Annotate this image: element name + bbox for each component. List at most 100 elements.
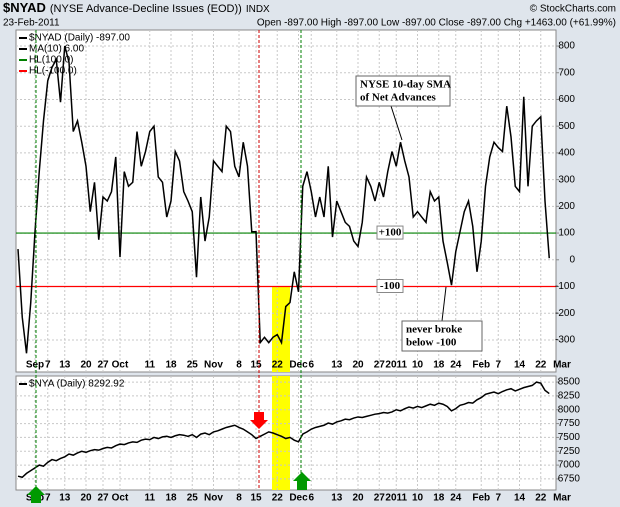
up-arrow bbox=[293, 472, 311, 490]
x-tick-label: 18 bbox=[165, 360, 177, 371]
x-tick-label: 2011 bbox=[385, 493, 407, 504]
x-tick-label: 22 bbox=[272, 360, 284, 371]
x-tick-label: 7 bbox=[45, 493, 51, 504]
y-tick-label: -200 bbox=[555, 308, 575, 319]
x-tick-label: 15 bbox=[250, 493, 262, 504]
annotation: NYSE 10-day SMA bbox=[360, 79, 451, 91]
annotation: below -100 bbox=[406, 337, 457, 349]
level-label: -100 bbox=[380, 280, 401, 292]
x-tick-label: 7 bbox=[495, 360, 501, 371]
exchange: INDX bbox=[246, 4, 270, 15]
x-tick-label: 18 bbox=[433, 360, 445, 371]
series-line bbox=[17, 45, 550, 354]
x-tick-label: 13 bbox=[59, 493, 71, 504]
y-tick-label: 7250 bbox=[558, 446, 581, 457]
up-arrow bbox=[27, 486, 45, 503]
x-tick-label: 10 bbox=[412, 360, 424, 371]
y-tick-label: 7000 bbox=[558, 460, 581, 471]
x-tick-label: Mar bbox=[553, 360, 571, 371]
legend-label: HL(100.0) bbox=[29, 55, 73, 66]
y-tick-label: 100 bbox=[558, 228, 575, 239]
x-tick-label: 14 bbox=[514, 493, 526, 504]
x-tick-label: 27 bbox=[97, 360, 109, 371]
y-tick-label: -300 bbox=[555, 335, 575, 346]
x-tick-label: 20 bbox=[80, 493, 92, 504]
x-tick-label: 22 bbox=[535, 360, 547, 371]
x-tick-label: 18 bbox=[433, 493, 445, 504]
x-tick-label: Feb bbox=[472, 493, 490, 504]
x-tick-label: Mar bbox=[553, 493, 571, 504]
annotation-pointer bbox=[441, 286, 447, 322]
x-tick-label: Nov bbox=[204, 360, 223, 371]
annotation: of Net Advances bbox=[360, 92, 436, 104]
level-label: +100 bbox=[379, 227, 402, 239]
level-label-box bbox=[376, 225, 404, 240]
x-tick-label: 11 bbox=[144, 360, 155, 371]
series-line bbox=[17, 381, 550, 479]
x-tick-label: 24 bbox=[450, 493, 462, 504]
x-tick-label: 13 bbox=[59, 360, 71, 371]
y-tick-label: 0 bbox=[569, 254, 575, 265]
x-tick-label: 25 bbox=[187, 360, 199, 371]
labels: -300 -200 -100 0 100 200 300 400 500 600 700 800 Sep… bbox=[19, 33, 580, 504]
legend-label: $NYA (Daily) 8292.92 bbox=[29, 379, 125, 390]
y-tick-label: 300 bbox=[558, 174, 575, 185]
x-tick-label: 22 bbox=[272, 493, 284, 504]
x-tick-label: 6 bbox=[308, 360, 314, 371]
x-tick-label: 7 bbox=[45, 360, 51, 371]
x-tick-label: Nov bbox=[204, 493, 223, 504]
annotation-box bbox=[401, 320, 483, 352]
y-tick-label: 500 bbox=[558, 121, 575, 132]
x-tick-label: Oct bbox=[112, 493, 129, 504]
y-tick-label: 6750 bbox=[558, 474, 581, 485]
down-arrow bbox=[250, 412, 268, 429]
x-tick-label: 27 bbox=[374, 360, 386, 371]
x-tick-label: 8 bbox=[236, 493, 242, 504]
annotation-box bbox=[355, 75, 451, 107]
x-tick-label: 18 bbox=[165, 493, 177, 504]
legend-label: $NYAD (Daily) -897.00 bbox=[29, 33, 130, 44]
x-tick-label: 14 bbox=[514, 360, 526, 371]
x-tick-label: 2011 bbox=[385, 360, 407, 371]
highlight bbox=[272, 376, 290, 490]
title: (NYSE Advance-Decline Issues (EOD)) bbox=[50, 3, 242, 15]
x-tick-label: 24 bbox=[450, 360, 462, 371]
y-tick-label: 8000 bbox=[558, 404, 581, 415]
x-tick-label: 6 bbox=[308, 493, 314, 504]
symbol: $NYAD bbox=[3, 0, 46, 15]
x-tick-label: 20 bbox=[352, 493, 364, 504]
x-tick-label: 15 bbox=[250, 360, 262, 371]
annotation-pointer bbox=[390, 105, 403, 141]
x-tick-label: 27 bbox=[374, 493, 386, 504]
x-tick-label: 8 bbox=[236, 360, 242, 371]
quote: Open -897.00 High -897.00 Low -897.00 Cl… bbox=[257, 18, 616, 29]
x-tick-label: Sep bbox=[26, 360, 44, 371]
x-tick-label: 7 bbox=[495, 493, 501, 504]
legend-label: MA(10) 6.00 bbox=[29, 44, 84, 55]
date: 23-Feb-2011 bbox=[3, 18, 60, 29]
x-tick-label: 22 bbox=[535, 493, 547, 504]
annotation: never broke bbox=[406, 324, 462, 336]
y-tick-label: 800 bbox=[558, 41, 575, 52]
x-tick-label: Dec bbox=[289, 493, 308, 504]
legend-label: HL(-100.0) bbox=[29, 66, 77, 77]
x-tick-label: 25 bbox=[187, 493, 199, 504]
y-tick-label: 700 bbox=[558, 67, 575, 78]
x-tick-label: 20 bbox=[352, 360, 364, 371]
x-tick-label: Dec bbox=[289, 360, 308, 371]
x-tick-label: 11 bbox=[144, 493, 155, 504]
x-tick-label: Oct bbox=[112, 360, 129, 371]
y-tick-label: 600 bbox=[558, 94, 575, 105]
header-title: $NYAD (NYSE Advance-Decline Issues (EOD))… bbox=[3, 0, 270, 15]
x-tick-label: 13 bbox=[331, 360, 343, 371]
y-tick-label: 8250 bbox=[558, 391, 581, 402]
y-tick-label: 8500 bbox=[558, 377, 581, 388]
y-tick-label: 7500 bbox=[558, 432, 581, 443]
x-tick-label: 13 bbox=[331, 493, 343, 504]
lower-plot bbox=[16, 376, 556, 490]
x-tick-label: 20 bbox=[80, 360, 92, 371]
y-tick-label: 200 bbox=[558, 201, 575, 212]
x-tick-label: Feb bbox=[472, 360, 490, 371]
